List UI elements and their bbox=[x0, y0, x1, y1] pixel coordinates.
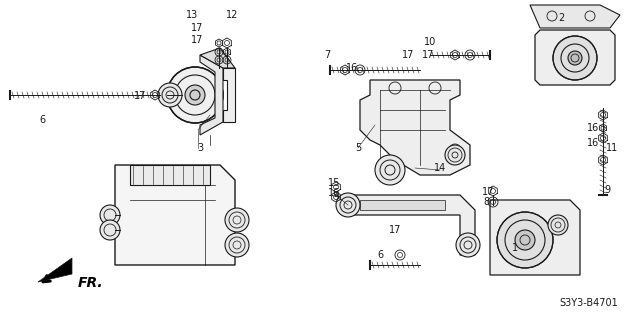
Text: 14: 14 bbox=[434, 163, 446, 173]
FancyBboxPatch shape bbox=[130, 165, 210, 185]
Polygon shape bbox=[200, 48, 235, 68]
Circle shape bbox=[225, 233, 249, 257]
Circle shape bbox=[515, 230, 535, 250]
Polygon shape bbox=[360, 200, 445, 210]
Polygon shape bbox=[115, 165, 235, 265]
Text: 16: 16 bbox=[587, 123, 599, 133]
Text: 7: 7 bbox=[324, 50, 330, 60]
Circle shape bbox=[100, 205, 120, 225]
Polygon shape bbox=[360, 80, 470, 175]
Circle shape bbox=[548, 215, 568, 235]
Text: FR.: FR. bbox=[78, 276, 104, 290]
Text: 1: 1 bbox=[512, 243, 518, 253]
Text: 4: 4 bbox=[334, 191, 340, 201]
Text: 17: 17 bbox=[389, 225, 401, 235]
Circle shape bbox=[336, 193, 360, 217]
Text: 16: 16 bbox=[346, 63, 358, 73]
Polygon shape bbox=[38, 258, 72, 282]
Text: 8: 8 bbox=[483, 197, 489, 207]
Text: 17: 17 bbox=[402, 50, 414, 60]
Text: 17: 17 bbox=[482, 187, 494, 197]
Text: 13: 13 bbox=[186, 10, 198, 20]
Text: 6: 6 bbox=[377, 250, 383, 260]
Circle shape bbox=[167, 67, 223, 123]
Circle shape bbox=[456, 233, 480, 257]
Circle shape bbox=[553, 36, 597, 80]
Circle shape bbox=[497, 212, 553, 268]
Circle shape bbox=[185, 85, 205, 105]
Polygon shape bbox=[345, 195, 475, 255]
Text: 2: 2 bbox=[558, 13, 564, 23]
Text: 10: 10 bbox=[424, 37, 436, 47]
Text: 9: 9 bbox=[604, 185, 610, 195]
Polygon shape bbox=[535, 30, 615, 85]
Polygon shape bbox=[223, 68, 235, 122]
Circle shape bbox=[100, 220, 120, 240]
Text: 3: 3 bbox=[197, 143, 203, 153]
Circle shape bbox=[568, 51, 582, 65]
Text: 11: 11 bbox=[606, 143, 618, 153]
Text: 6: 6 bbox=[39, 115, 45, 125]
Text: 12: 12 bbox=[226, 10, 238, 20]
Polygon shape bbox=[490, 200, 580, 275]
Text: S3Y3-B4701: S3Y3-B4701 bbox=[559, 298, 618, 308]
Circle shape bbox=[445, 145, 465, 165]
Circle shape bbox=[158, 83, 182, 107]
Text: 17: 17 bbox=[422, 50, 434, 60]
Text: 16: 16 bbox=[328, 188, 340, 198]
Text: 5: 5 bbox=[355, 143, 361, 153]
Circle shape bbox=[225, 208, 249, 232]
Polygon shape bbox=[200, 55, 223, 135]
Polygon shape bbox=[530, 5, 620, 28]
Text: 15: 15 bbox=[328, 178, 340, 188]
Circle shape bbox=[375, 155, 405, 185]
Text: 17: 17 bbox=[191, 35, 203, 45]
Text: 16: 16 bbox=[587, 138, 599, 148]
Text: 17: 17 bbox=[134, 91, 146, 101]
Text: 17: 17 bbox=[191, 23, 203, 33]
